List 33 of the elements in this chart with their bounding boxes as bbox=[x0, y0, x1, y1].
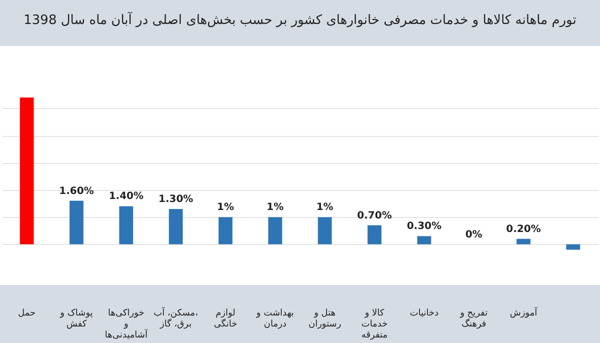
bar bbox=[168, 208, 183, 244]
chart-title: تورم ماهانه کالاها و خدمات مصرفی خانوارهای کشور بر حسب بخش‌های اصلی در آبان ماه سال 1398 bbox=[24, 11, 577, 28]
x-tick-label: کالا و خدمات متفرقه bbox=[361, 308, 388, 340]
bar bbox=[318, 217, 332, 244]
bar bbox=[119, 206, 134, 244]
x-tick-label: لوازم خانگی bbox=[214, 308, 238, 330]
x-tick-label: هتل و رستوران bbox=[308, 308, 342, 330]
x-tick-label: بهداشت و درمان bbox=[255, 308, 294, 330]
data-label: 1% bbox=[316, 202, 334, 214]
x-tick-label: خوراکی‌ها و آشامیدنی‌ها bbox=[104, 308, 148, 340]
x-tick-label: تفریح و فرهنگ bbox=[459, 308, 488, 330]
data-label: 1.40% bbox=[108, 191, 144, 202]
x-tick-label: پوشاک و کفش bbox=[59, 308, 94, 330]
bar bbox=[516, 238, 530, 244]
data-label: 0.20% bbox=[506, 224, 541, 235]
bar bbox=[218, 217, 232, 244]
x-tick-label: دخانیات bbox=[410, 308, 439, 318]
bar bbox=[70, 200, 84, 244]
x-tick-label: حمل bbox=[18, 308, 36, 318]
bar bbox=[566, 244, 580, 250]
x-tick-label: آموزش bbox=[510, 306, 538, 318]
data-label: 1.30% bbox=[158, 194, 194, 205]
data-label: 0% bbox=[465, 229, 482, 240]
data-label: 1% bbox=[217, 202, 234, 214]
data-label: 1% bbox=[266, 202, 284, 214]
data-label: 1.60% bbox=[59, 186, 94, 197]
bar bbox=[268, 217, 282, 244]
bar bbox=[368, 225, 382, 244]
x-tick-label: مسکن، آب، برق، گاز bbox=[154, 306, 198, 330]
bar bbox=[417, 236, 432, 244]
data-label: 0.30% bbox=[406, 221, 442, 232]
bar bbox=[20, 97, 34, 244]
data-label: 0.70% bbox=[357, 210, 392, 222]
